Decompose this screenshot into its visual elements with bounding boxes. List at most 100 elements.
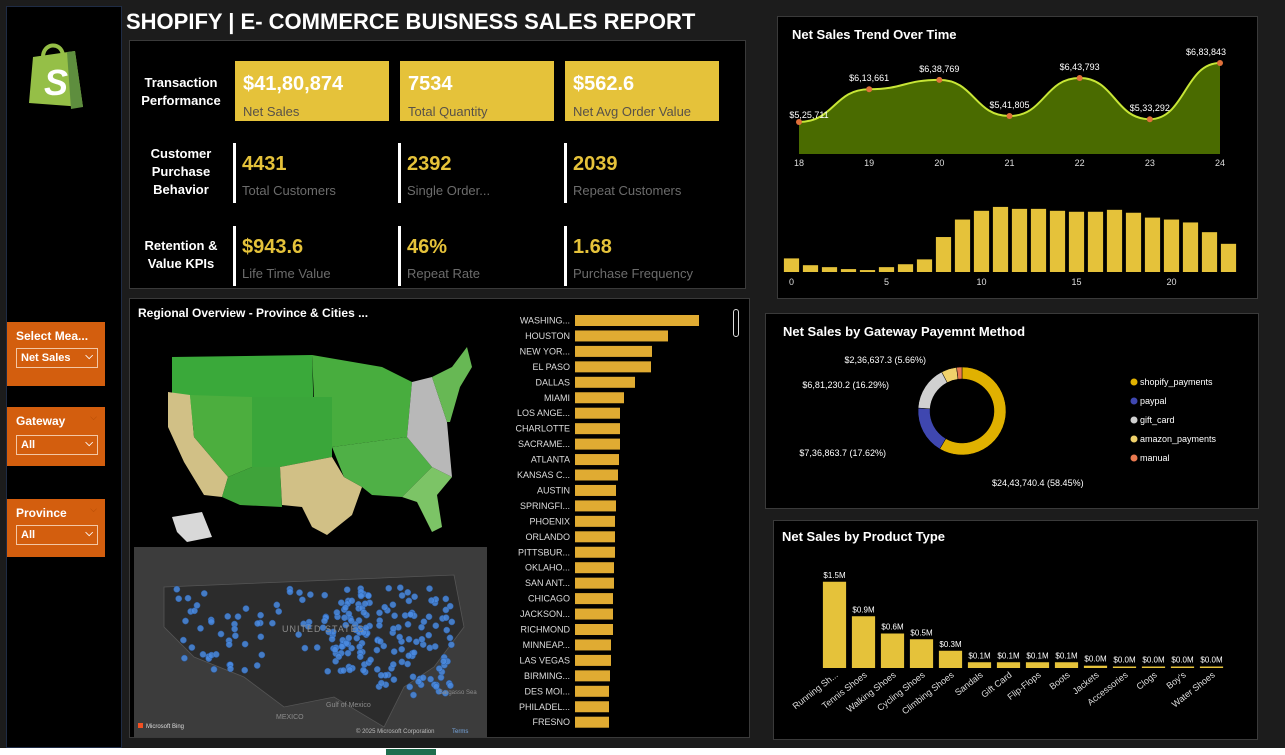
map-copyright: © 2025 Microsoft Corporation (356, 728, 434, 735)
bubble-marker (404, 621, 412, 628)
trend-x-tick: 24 (1215, 158, 1225, 168)
city-label: SACRAME... (518, 439, 570, 449)
bubble-marker (406, 683, 414, 691)
slicer-province-dropdown[interactable]: All ⌵ (16, 525, 98, 545)
city-bar (575, 315, 699, 326)
bubble-marker (231, 625, 238, 633)
product-bar (1054, 662, 1079, 668)
bubble-marker (365, 592, 372, 600)
bubble-marker (425, 631, 433, 639)
bubble-marker (335, 653, 343, 661)
product-x-tick: Boots (1047, 669, 1072, 691)
trend-point (1076, 74, 1083, 81)
bubble-marker (432, 683, 440, 690)
bubble-marker (338, 643, 346, 650)
legend-swatch (1130, 378, 1138, 386)
kpi-repeat-rate[interactable]: 46% Repeat Rate (398, 226, 558, 286)
city-label: AUSTIN (537, 485, 570, 495)
hourly-bar (973, 210, 990, 272)
product-bar (851, 616, 876, 668)
product-panel: Net Sales by Product Type $1.5M Running S… (773, 520, 1258, 740)
bubble-marker (418, 623, 425, 631)
bubble-marker (405, 652, 413, 660)
city-label: LAS VEGAS (519, 655, 570, 665)
hourly-bar (1049, 210, 1066, 272)
bubble-marker (356, 653, 364, 661)
kpi-total-quantity[interactable]: 7534 Total Quantity (400, 61, 554, 121)
city-label: PHILADEL... (519, 702, 570, 712)
map-terms-link[interactable]: Terms (452, 729, 468, 735)
bubble-marker (257, 633, 265, 641)
slicer-gateway-dropdown[interactable]: All ⌵ (16, 435, 98, 455)
trend-point (866, 86, 873, 93)
bubble-marker (345, 610, 353, 618)
bubble-marker (419, 674, 427, 682)
hourly-bar (935, 237, 952, 272)
trend-x-tick: 22 (1075, 158, 1085, 168)
us-choropleth-map[interactable] (132, 327, 487, 549)
bubble-marker (313, 644, 321, 651)
kpi-repeat-customers[interactable]: 2039 Repeat Customers (564, 143, 724, 203)
chevron-down-icon: ⌵ (85, 438, 93, 449)
bubble-marker (321, 617, 328, 625)
kpi-net-sales[interactable]: $41,80,874 Net Sales (235, 61, 389, 121)
hourly-bar (1087, 211, 1104, 272)
bubble-marker (378, 679, 385, 687)
kpi-life-time-value[interactable]: $943.6 Life Time Value (233, 226, 393, 286)
product-data-label: $0.6M (881, 623, 904, 632)
city-bar (575, 500, 616, 512)
legend-swatch (1130, 454, 1138, 462)
map-region-southwest (222, 467, 282, 507)
kpi-net-avg-order-value[interactable]: $562.6 Net Avg Order Value (565, 61, 719, 121)
kpi-label: Net Avg Order Value (573, 104, 692, 119)
bubble-marker (373, 646, 381, 654)
kpi-row-label-line: Transaction (144, 75, 218, 90)
city-label: DES MOI... (524, 686, 570, 696)
bubble-marker (257, 611, 264, 619)
map-region-mountain (190, 395, 252, 477)
us-bubble-map[interactable]: UNITED STATES Gulf of Mexico MEXICO Sarg… (134, 547, 487, 737)
slicer-gateway-label: Gateway (16, 414, 66, 428)
gateway-donut-chart: $24,43,740.4 (58.45%) $7,36,863.7 (17.62%… (799, 355, 1216, 488)
slicer-gateway-value: All (21, 439, 36, 451)
kpi-value: 4431 (242, 153, 287, 175)
city-label: OKLAHO... (525, 563, 570, 573)
hourly-bar (802, 265, 819, 272)
hourly-x-tick: 0 (789, 277, 794, 287)
bottom-tab[interactable] (386, 749, 436, 755)
bubble-marker (376, 638, 384, 645)
bubble-marker (200, 590, 208, 597)
bubble-marker (182, 617, 189, 625)
shopify-logo: S (29, 43, 83, 109)
scrollbar-thumb[interactable] (733, 309, 739, 337)
city-label: MINNEAP... (523, 640, 570, 650)
kpi-value: $562.6 (573, 73, 635, 95)
bubble-marker (210, 666, 218, 673)
kpi-purchase-frequency[interactable]: 1.68 Purchase Frequency (564, 226, 724, 286)
slicer-province: Province ⌵ All ⌵ (7, 499, 105, 557)
hourly-bar (1030, 208, 1047, 272)
product-bar (1141, 666, 1166, 668)
kpi-single-order[interactable]: 2392 Single Order... (398, 143, 558, 203)
city-bar (575, 639, 611, 651)
slicer-measure-dropdown[interactable]: Net Sales ⌵ (16, 348, 98, 368)
kpi-total-customers[interactable]: 4431 Total Customers (233, 143, 393, 203)
bubble-marker (437, 674, 445, 681)
bubble-marker (360, 609, 368, 616)
bottom-strip (0, 748, 1285, 755)
bubble-marker (396, 633, 403, 641)
product-data-label: $0.0M (1113, 656, 1136, 665)
bubble-marker (442, 614, 450, 622)
hourly-x-tick: 20 (1166, 277, 1176, 287)
kpi-panel: Transaction Performance $41,80,874 Net S… (129, 40, 746, 289)
bubble-marker (390, 625, 397, 633)
bubble-marker (411, 593, 418, 601)
bubble-marker (324, 667, 332, 675)
hourly-bar (992, 206, 1009, 272)
hourly-bar (1182, 222, 1199, 272)
bubble-marker (361, 600, 369, 608)
bubble-marker (442, 595, 450, 603)
map-label-gulf: Gulf of Mexico (326, 702, 371, 709)
regional-title: Regional Overview - Province & Cities ..… (138, 306, 369, 320)
bubble-marker (332, 657, 339, 665)
